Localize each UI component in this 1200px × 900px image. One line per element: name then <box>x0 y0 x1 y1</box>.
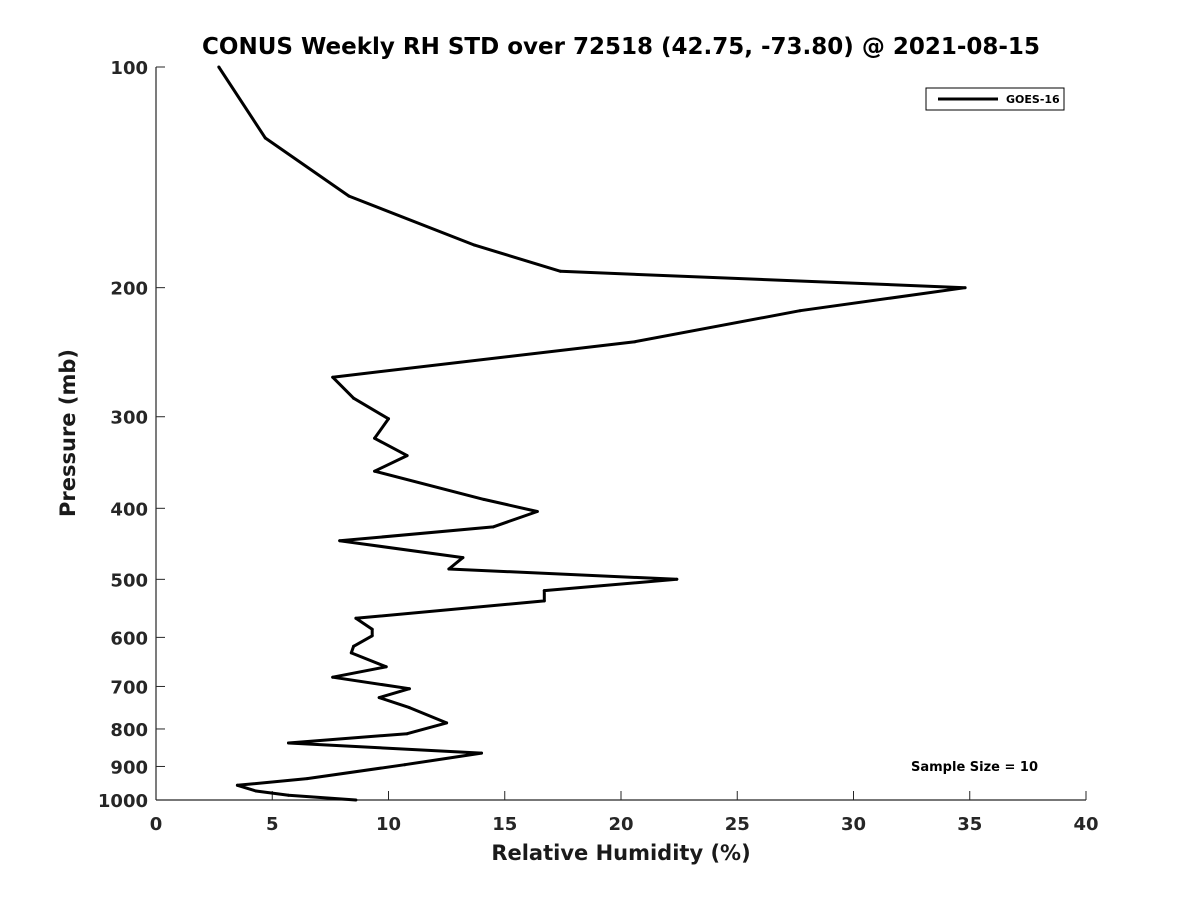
y-tick-label: 1000 <box>98 791 148 812</box>
data-point <box>798 309 802 313</box>
x-tick-label: 25 <box>725 814 750 835</box>
data-point <box>352 644 356 648</box>
sample-size-annotation: Sample Size = 10 <box>911 760 1038 775</box>
legend: GOES-16 <box>925 87 1065 111</box>
data-point <box>445 721 449 725</box>
data-point <box>373 436 377 440</box>
data-point <box>482 497 486 501</box>
data-point <box>287 793 290 797</box>
data-point <box>373 469 377 473</box>
data-point <box>405 732 409 736</box>
data-point <box>377 696 381 700</box>
x-tick-label: 5 <box>266 814 279 835</box>
data-point <box>287 741 290 745</box>
data-point <box>407 706 411 710</box>
y-tick-label: 600 <box>110 628 148 649</box>
series-points <box>217 65 967 802</box>
data-point <box>559 269 562 273</box>
x-tick-label: 20 <box>608 814 633 835</box>
data-point <box>447 567 451 571</box>
data-point <box>473 243 476 247</box>
data-point <box>370 627 374 631</box>
data-point <box>384 665 388 669</box>
y-tick-label: 500 <box>110 570 148 591</box>
data-point <box>405 454 409 458</box>
data-point <box>535 510 539 513</box>
data-point <box>331 675 335 679</box>
data-point <box>633 340 637 344</box>
data-point <box>480 751 483 755</box>
goes-16-series-line <box>217 66 967 802</box>
x-tick-label: 35 <box>957 814 982 835</box>
data-point <box>354 798 358 802</box>
x-tick-label: 15 <box>492 814 517 835</box>
data-point <box>675 577 679 581</box>
data-point <box>403 763 407 767</box>
data-point <box>235 783 239 787</box>
data-point <box>542 599 546 603</box>
y-tick-label: 700 <box>110 677 148 698</box>
x-tick-label: 0 <box>150 814 163 835</box>
data-point <box>217 65 221 69</box>
x-tick-label: 10 <box>376 814 401 835</box>
y-tick-label: 400 <box>110 499 148 520</box>
y-tick-label: 800 <box>110 720 148 741</box>
data-point <box>349 651 353 655</box>
y-axis-label: Pressure (mb) <box>56 349 80 517</box>
tick-marks: 0 5 10 15 20 25 30 35 40 100 200 300 400 500 600 700 800… <box>98 58 1099 835</box>
y-tick-label: 300 <box>110 408 148 429</box>
y-tick-label: 200 <box>110 279 148 300</box>
chart-title: CONUS Weekly RH STD over 72518 (42.75, -… <box>202 34 1040 60</box>
data-point <box>542 589 546 593</box>
data-point <box>331 375 335 379</box>
data-point <box>305 777 309 781</box>
legend-label-goes-16: GOES-16 <box>1006 93 1060 106</box>
data-point <box>461 556 465 560</box>
data-point <box>387 417 390 421</box>
data-point <box>254 789 258 793</box>
data-point <box>338 539 342 543</box>
data-point <box>491 525 495 529</box>
data-point <box>263 136 267 140</box>
data-point <box>354 616 358 620</box>
y-tick-label: 100 <box>110 58 148 79</box>
x-tick-label: 40 <box>1073 814 1098 835</box>
data-point <box>963 286 967 290</box>
y-tick-label: 900 <box>110 757 148 778</box>
x-tick-label: 30 <box>841 814 866 835</box>
axes <box>155 67 1086 801</box>
data-point <box>347 194 351 198</box>
x-axis-label: Relative Humidity (%) <box>491 841 750 865</box>
data-point <box>370 634 374 638</box>
data-point <box>352 396 356 400</box>
data-point <box>407 687 411 691</box>
